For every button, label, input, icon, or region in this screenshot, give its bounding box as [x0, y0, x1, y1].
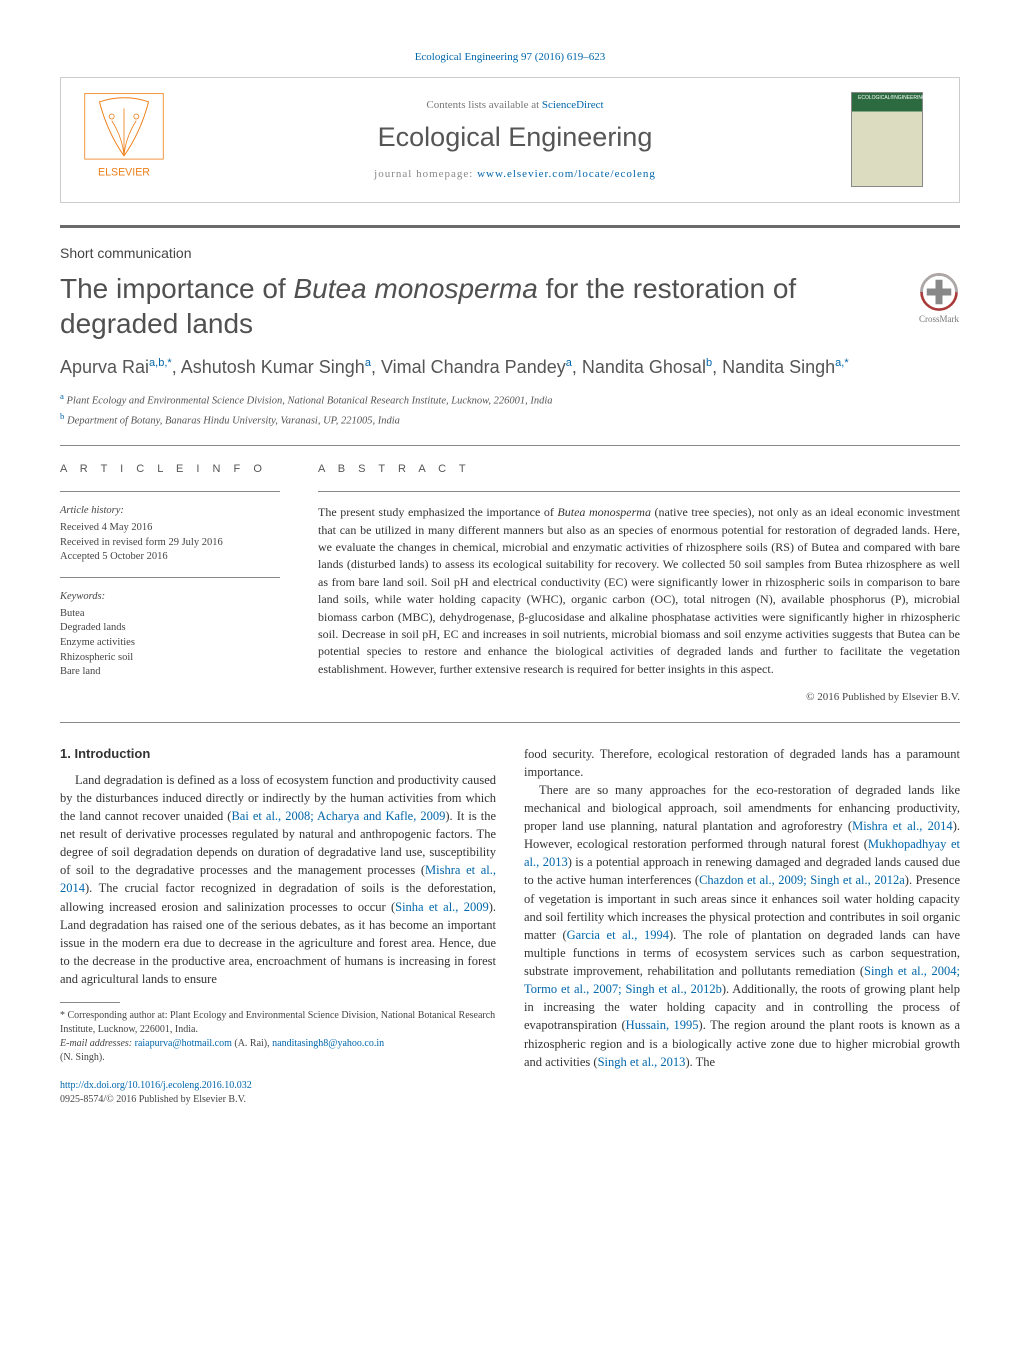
email-who-2: (N. Singh). [60, 1051, 496, 1065]
citation-link[interactable]: Garcia et al., 1994 [567, 928, 669, 942]
doi-link[interactable]: http://dx.doi.org/10.1016/j.ecoleng.2016… [60, 1080, 252, 1091]
citation-link[interactable]: Mishra et al., 2014 [60, 863, 496, 895]
keyword-item: Butea [60, 607, 280, 622]
journal-name: Ecological Engineering [193, 119, 837, 157]
history-item: Accepted 5 October 2016 [60, 550, 280, 565]
svg-text:ELSEVIER: ELSEVIER [98, 167, 150, 179]
body-column-left: 1. Introduction Land degradation is defi… [60, 745, 496, 1108]
journal-homepage-link[interactable]: www.elsevier.com/locate/ecoleng [477, 168, 656, 180]
footnotes: * Corresponding author at: Plant Ecology… [60, 1009, 496, 1065]
citation-link[interactable]: Chazdon et al., 2009; Singh et al., 2012… [699, 873, 905, 887]
running-head: Ecological Engineering 97 (2016) 619–623 [60, 50, 960, 65]
journal-cover-thumbnail [851, 92, 923, 187]
keyword-item: Rhizospheric soil [60, 651, 280, 666]
issn-copyright: 0925-8574/© 2016 Published by Elsevier B… [60, 1094, 246, 1105]
citation-link[interactable]: Mukhopadhyay et al., 2013 [524, 837, 960, 869]
header-center: Contents lists available at ScienceDirec… [193, 98, 837, 183]
intro-para-2: food security. Therefore, ecological res… [524, 745, 960, 781]
rule-1 [60, 445, 960, 446]
corresponding-author-note: * Corresponding author at: Plant Ecology… [60, 1009, 496, 1037]
affiliations: a Plant Ecology and Environmental Scienc… [60, 390, 960, 429]
info-rule-2 [60, 577, 280, 578]
body-column-right: food security. Therefore, ecological res… [524, 745, 960, 1108]
email-label: E-mail addresses: [60, 1038, 135, 1049]
title-species: Butea monosperma [293, 273, 537, 304]
affiliation: b Department of Botany, Banaras Hindu Un… [60, 410, 960, 429]
citation-link[interactable]: Hussain, 1995 [626, 1018, 699, 1032]
crossmark-badge[interactable]: CrossMark [918, 271, 960, 326]
citation-link[interactable]: Bai et al., 2008; Acharya and Kafle, 200… [231, 809, 445, 823]
keyword-item: Degraded lands [60, 621, 280, 636]
keywords-label: Keywords: [60, 590, 280, 605]
affiliation: a Plant Ecology and Environmental Scienc… [60, 390, 960, 409]
article-title: The importance of Butea monosperma for t… [60, 271, 900, 341]
authors: Apurva Raia,b,*, Ashutosh Kumar Singha, … [60, 355, 960, 380]
doi-block: http://dx.doi.org/10.1016/j.ecoleng.2016… [60, 1079, 496, 1107]
intro-heading: 1. Introduction [60, 745, 496, 763]
title-pre: The importance of [60, 273, 293, 304]
citation-link[interactable]: Singh et al., 2004; Tormo et al., 2007; … [524, 964, 960, 996]
keyword-item: Bare land [60, 665, 280, 680]
crossmark-label: CrossMark [919, 313, 959, 326]
abstract-copyright: © 2016 Published by Elsevier B.V. [318, 690, 960, 705]
history-label: Article history: [60, 504, 280, 519]
email-line: E-mail addresses: raiapurva@hotmail.com … [60, 1037, 496, 1051]
history-item: Received 4 May 2016 [60, 521, 280, 536]
email-who-1: (A. Rai), [232, 1038, 272, 1049]
footnote-rule [60, 1002, 120, 1003]
article-info-heading: a r t i c l e i n f o [60, 462, 280, 477]
abstract-rule [318, 491, 960, 492]
citation-link[interactable]: Singh et al., 2013 [598, 1055, 686, 1069]
intro-para-1: Land degradation is defined as a loss of… [60, 771, 496, 989]
abstract-heading: a b s t r a c t [318, 462, 960, 477]
history-item: Received in revised form 29 July 2016 [60, 536, 280, 551]
sciencedirect-line: Contents lists available at ScienceDirec… [193, 98, 837, 113]
elsevier-logo: ELSEVIER [79, 92, 169, 187]
article-type: Short communication [60, 244, 960, 264]
rule-2 [60, 722, 960, 723]
homepage-prefix: journal homepage: [374, 168, 477, 180]
info-rule [60, 491, 280, 492]
abstract-text: The present study emphasized the importa… [318, 504, 960, 678]
scidir-prefix: Contents lists available at [426, 99, 541, 111]
citation-link[interactable]: Mishra et al., 2014 [852, 819, 953, 833]
intro-para-3: There are so many approaches for the eco… [524, 781, 960, 1071]
citation-link[interactable]: Sinha et al., 2009 [395, 900, 489, 914]
keyword-item: Enzyme activities [60, 636, 280, 651]
email-link-1[interactable]: raiapurva@hotmail.com [135, 1038, 232, 1049]
journal-homepage-line: journal homepage: www.elsevier.com/locat… [193, 167, 837, 182]
email-link-2[interactable]: nanditasingh8@yahoo.co.in [272, 1038, 384, 1049]
journal-header: ELSEVIER Contents lists available at Sci… [60, 77, 960, 202]
header-rule [60, 225, 960, 228]
article-info: a r t i c l e i n f o Article history: R… [60, 462, 280, 706]
sciencedirect-link[interactable]: ScienceDirect [542, 99, 604, 111]
abstract-block: a b s t r a c t The present study emphas… [318, 462, 960, 706]
